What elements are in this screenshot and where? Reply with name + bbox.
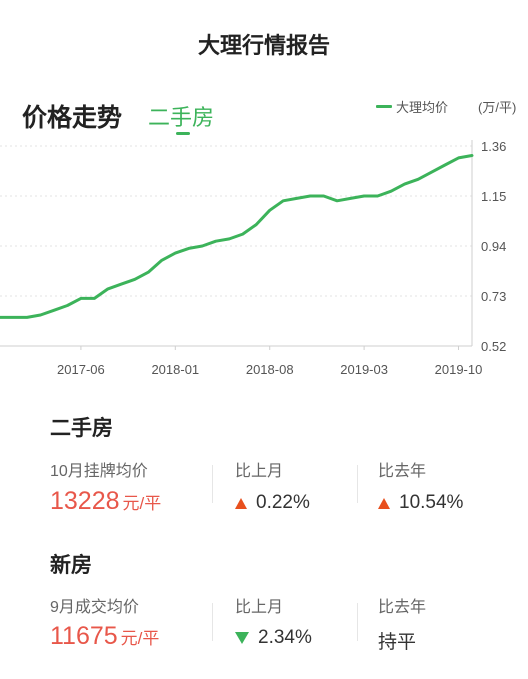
y-tick-label: 0.52 — [481, 339, 506, 354]
y-tick-label: 1.36 — [481, 139, 506, 154]
second-hand-title: 二手房 — [50, 417, 113, 440]
new-house-price-label: 9月成交均价 — [50, 599, 139, 616]
price-trend-chart[interactable]: 1.36 1.15 0.94 0.73 0.52 2017-06 2018-01 2018-0… — [0, 120, 528, 390]
y-tick-label: 1.15 — [481, 189, 506, 204]
new-house-mom: 2.34% — [235, 627, 312, 649]
x-tick-label: 2019-10 — [435, 362, 483, 377]
second-hand-mom-label: 比上月 — [235, 463, 284, 480]
legend-label: 大理均价 — [396, 100, 449, 115]
legend-line-swatch — [376, 105, 392, 108]
x-tick-label: 2018-01 — [151, 362, 199, 377]
arrow-down-icon — [235, 632, 249, 644]
page-title: 大理行情报告 — [197, 33, 330, 58]
second-hand-yoy-value: 10.54% — [399, 492, 464, 513]
second-hand-yoy-label: 比去年 — [378, 463, 427, 480]
second-hand-price-value: 13228 — [50, 487, 120, 515]
new-house-yoy-label: 比去年 — [378, 599, 427, 616]
divider — [212, 465, 213, 503]
tab-second-hand[interactable]: 二手房 — [148, 105, 215, 130]
second-hand-mom: 0.22% — [235, 492, 310, 514]
new-house-yoy: 持平 — [378, 627, 416, 654]
divider — [212, 603, 213, 641]
x-tick-label: 2019-03 — [340, 362, 388, 377]
chart-unit: (万/平) — [478, 100, 517, 115]
new-house-yoy-value: 持平 — [378, 632, 417, 653]
second-hand-mom-value: 0.22% — [256, 492, 310, 513]
x-tick-label: 2018-08 — [246, 362, 294, 377]
new-house-price-value: 11675 — [50, 622, 118, 650]
series-line-大理均价 — [0, 154, 474, 319]
second-hand-price-label: 10月挂牌均价 — [50, 463, 148, 480]
arrow-up-icon — [378, 497, 390, 509]
new-house-mom-value: 2.34% — [258, 627, 312, 648]
new-house-price: 11675 元/平 — [50, 622, 159, 651]
new-house-price-unit: 元/平 — [120, 629, 160, 648]
chart-legend: 大理均价 — [376, 97, 448, 116]
divider — [357, 465, 358, 503]
new-house-mom-label: 比上月 — [235, 599, 284, 616]
second-hand-price-unit: 元/平 — [122, 494, 162, 513]
second-hand-price: 13228 元/平 — [50, 487, 161, 516]
new-house-title: 新房 — [50, 554, 92, 577]
y-tick-label: 0.73 — [481, 289, 506, 304]
second-hand-yoy: 10.54% — [378, 492, 463, 514]
active-tab-indicator — [176, 132, 190, 135]
x-tick-label: 2017-06 — [57, 362, 105, 377]
y-tick-label: 0.94 — [481, 239, 506, 254]
price-trend-title: 价格走势 — [22, 104, 123, 132]
arrow-up-icon — [235, 497, 247, 509]
divider — [357, 603, 358, 641]
